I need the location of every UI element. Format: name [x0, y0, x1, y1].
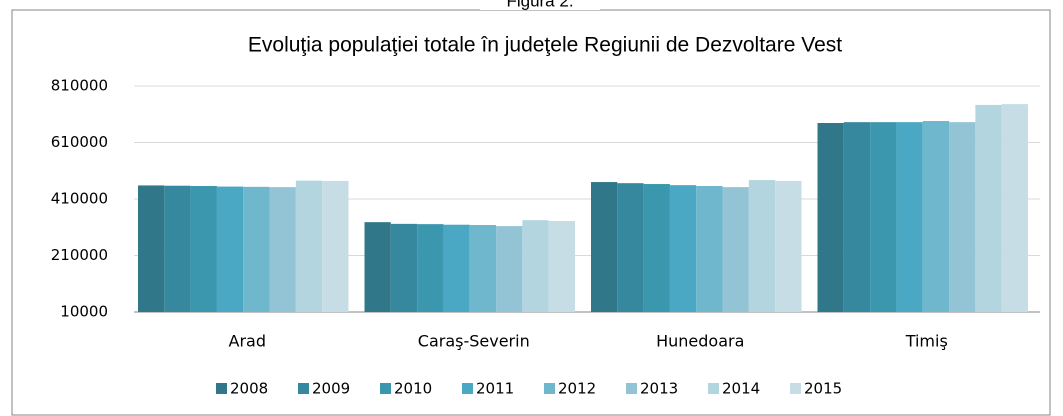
bar [843, 122, 871, 312]
bar [243, 186, 270, 312]
bar [390, 223, 418, 312]
bar [591, 182, 618, 312]
bar [496, 226, 523, 312]
bar [522, 220, 549, 312]
bar [696, 186, 723, 312]
y-tick-label: 610000 [51, 133, 108, 151]
bar [443, 224, 470, 312]
x-tick-label: Caraş-Severin [418, 332, 530, 351]
legend-swatch [216, 383, 227, 394]
bar [138, 185, 165, 312]
bar [949, 122, 976, 312]
legend-label: 2015 [804, 380, 842, 398]
legend-label: 2010 [394, 380, 432, 398]
bar [469, 224, 497, 312]
bar [643, 184, 670, 312]
bar [164, 185, 191, 312]
legend-swatch [626, 383, 637, 394]
legend-label: 2014 [722, 380, 760, 398]
legend-label: 2013 [640, 380, 678, 398]
legend-label: 2008 [230, 380, 268, 398]
legend-swatch [708, 383, 719, 394]
y-tick-label: 10000 [60, 303, 108, 321]
bar [870, 122, 897, 312]
legend-label: 2012 [558, 380, 596, 398]
bar [975, 104, 1002, 313]
bar [364, 222, 391, 312]
bar [617, 183, 644, 312]
legend-swatch [298, 383, 309, 394]
y-tick-label: 210000 [51, 246, 108, 264]
legend-swatch [462, 383, 473, 394]
title-bg [480, 0, 600, 10]
bar [775, 180, 802, 312]
bar [748, 180, 776, 312]
bar [417, 224, 444, 312]
legend-swatch [790, 383, 801, 394]
bar [1001, 104, 1028, 312]
bar [669, 185, 697, 312]
legend-label: 2011 [476, 380, 514, 398]
bar [922, 121, 950, 312]
bar [295, 180, 323, 312]
chart-title: Evoluţia populaţiei totale în judeţele R… [248, 34, 842, 57]
legend-swatch [380, 383, 391, 394]
bar [722, 187, 749, 312]
y-tick-label: 410000 [51, 190, 108, 208]
x-tick-label: Timiş [905, 332, 948, 351]
bar [216, 186, 244, 312]
page-title: Figura 2. [506, 0, 573, 10]
legend-swatch [544, 383, 555, 394]
bar [548, 221, 575, 312]
x-tick-label: Arad [229, 332, 266, 351]
bar [896, 122, 923, 312]
x-tick-label: Hunedoara [656, 332, 744, 351]
y-tick-label: 810000 [51, 77, 108, 95]
bar [190, 186, 217, 312]
legend-label: 2009 [312, 380, 350, 398]
bar [269, 187, 296, 312]
bar [817, 123, 844, 312]
bar [322, 180, 349, 312]
